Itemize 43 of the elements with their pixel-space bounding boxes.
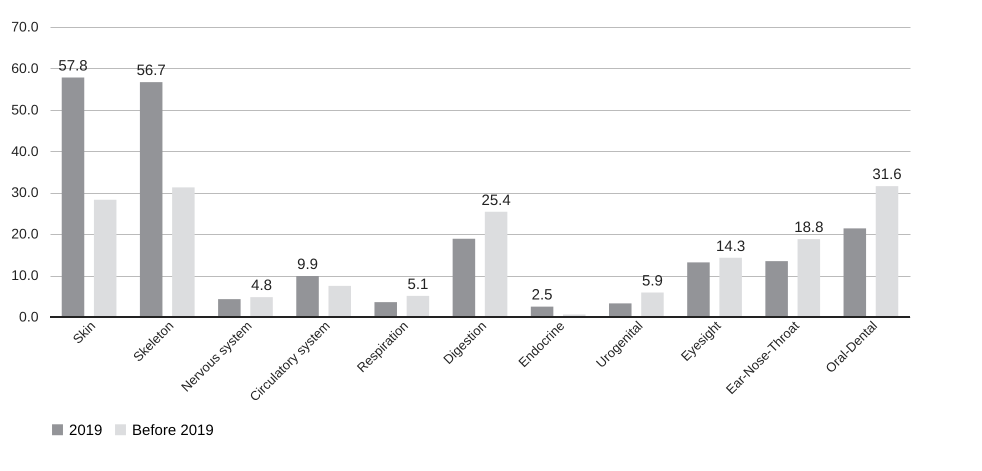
data-label: 56.7: [136, 62, 166, 80]
data-label: 18.8: [794, 219, 824, 236]
y-tick-label: 20.0: [11, 226, 39, 242]
bar: [609, 303, 632, 317]
bar: [719, 258, 742, 317]
bar: [140, 82, 162, 317]
legend-label: 2019: [69, 422, 102, 439]
bar: [406, 296, 430, 317]
data-label: 57.8: [58, 58, 88, 75]
data-label: 4.8: [251, 277, 272, 294]
data-label: 14.3: [716, 238, 746, 255]
bar: [250, 297, 273, 317]
y-tick-label: 10.0: [11, 267, 39, 284]
bar: [62, 78, 84, 317]
data-label: 9.9: [297, 256, 318, 273]
bar: [296, 276, 319, 317]
bar: [218, 299, 241, 317]
x-tick-label: Skin: [70, 318, 98, 347]
data-label: 5.9: [642, 272, 663, 290]
legend-label: Before 2019: [132, 422, 214, 439]
y-tick-label: 0.0: [19, 308, 39, 324]
bar: [530, 306, 554, 317]
data-label: 25.4: [481, 192, 511, 209]
bar: [844, 228, 866, 317]
bar: [484, 212, 508, 317]
data-label: 31.6: [872, 166, 902, 184]
y-tick-label: 30.0: [11, 184, 39, 200]
bar: [94, 200, 116, 317]
bar: [641, 292, 664, 317]
y-tick-label: 40.0: [11, 142, 39, 159]
bar: [765, 261, 788, 317]
data-label: 5.1: [407, 276, 428, 293]
bar: [798, 239, 820, 317]
bar: [452, 238, 476, 317]
y-tick-label: 60.0: [11, 60, 39, 76]
bar: [328, 286, 351, 317]
y-tick-label: 70.0: [11, 18, 39, 34]
bar: [172, 187, 195, 317]
bar: [876, 186, 898, 317]
bar: [374, 302, 397, 317]
bar: [687, 262, 710, 317]
y-tick-label: 50.0: [11, 101, 39, 118]
data-label: 2.5: [532, 286, 553, 304]
